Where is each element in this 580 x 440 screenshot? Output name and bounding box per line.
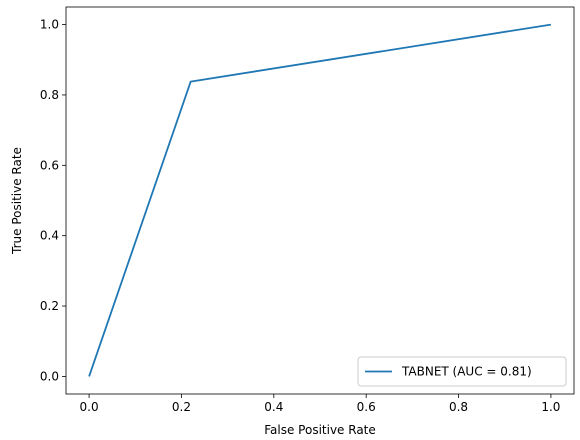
x-tick-label: 0.8	[449, 400, 468, 414]
y-tick-label: 0.0	[40, 369, 59, 383]
x-axis-label: False Positive Rate	[264, 423, 376, 437]
x-tick-label: 1.0	[541, 400, 560, 414]
y-axis-label: True Positive Rate	[10, 147, 24, 255]
x-axis-ticks: 0.0 0.2 0.4 0.6 0.8 1.0	[80, 394, 560, 414]
x-tick-label: 0.6	[357, 400, 376, 414]
series-line-0	[88, 23, 552, 377]
x-tick-label: 0.2	[172, 400, 191, 414]
series-layer	[88, 23, 552, 377]
y-tick-label: 0.6	[40, 158, 59, 172]
y-tick-label: 0.4	[40, 229, 59, 243]
plot-frame	[65, 6, 575, 395]
y-tick-label: 1.0	[40, 18, 59, 32]
legend: TABNET (AUC = 0.81)	[357, 356, 567, 387]
x-tick-label: 0.0	[80, 400, 99, 414]
legend-entry-tabnet: TABNET (AUC = 0.81)	[401, 365, 532, 379]
y-tick-label: 0.8	[40, 88, 59, 102]
y-tick-label: 0.2	[40, 299, 59, 313]
legend-box	[357, 356, 567, 387]
y-axis-ticks: 0.0 0.2 0.4 0.6 0.8 1.0	[40, 18, 66, 383]
x-tick-label: 0.4	[264, 400, 283, 414]
